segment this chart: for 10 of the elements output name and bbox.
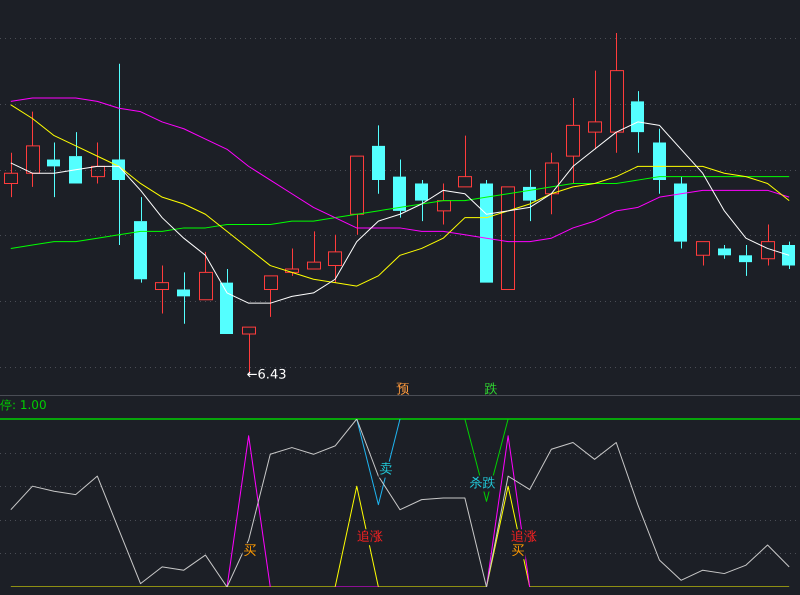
annotation: 追涨 bbox=[357, 530, 383, 545]
annotation: 买 bbox=[244, 544, 256, 559]
chart-title: 停: 1.00 bbox=[0, 398, 47, 412]
annotation: 追涨 bbox=[511, 530, 537, 545]
text: 预 bbox=[396, 382, 410, 398]
annotation: 买 bbox=[512, 544, 524, 559]
annotation: 卖 bbox=[380, 462, 392, 478]
annotation: 杀跌 bbox=[469, 476, 496, 491]
text: 跌 bbox=[484, 382, 498, 398]
annotation: ←6.43 bbox=[246, 367, 286, 382]
